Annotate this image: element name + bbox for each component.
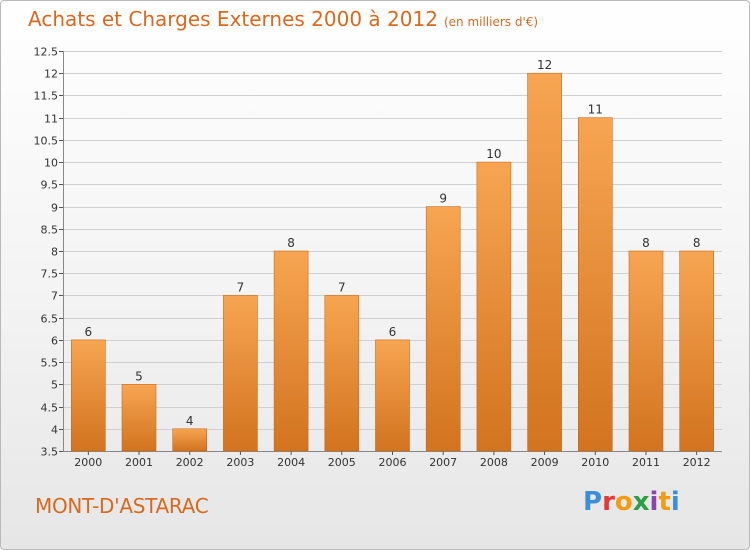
value-label-2009: 12 [537, 58, 552, 72]
value-label-2001: 5 [135, 369, 143, 383]
logo-letter: t [658, 487, 671, 517]
y-tick-label: 11.5 [34, 90, 59, 103]
bar-2011 [628, 250, 664, 452]
value-label-2003: 7 [237, 280, 245, 294]
commune-name: MONT-D'ASTARAC [35, 494, 209, 518]
logo-letter: i [670, 487, 680, 517]
logo-letter: i [649, 487, 659, 517]
y-tick-label: 10 [44, 157, 58, 170]
value-label-2004: 8 [287, 236, 295, 250]
x-tick-label-2000: 2000 [74, 456, 102, 469]
value-label-2002: 4 [186, 414, 194, 428]
y-tick-label: 11 [44, 113, 58, 126]
value-label-2010: 11 [588, 103, 603, 117]
value-label-2005: 7 [338, 280, 346, 294]
y-tick-label: 10.5 [34, 135, 59, 148]
bar-2010 [577, 117, 613, 452]
x-tick-label-2004: 2004 [277, 456, 305, 469]
bar-2004 [273, 250, 309, 452]
axes: 3.5 4 4.5 5 5.5 6 6.5 7 7.5 8 8.5 9 9.5 10 10.5 11 11.5 1… [34, 46, 722, 459]
x-tick-label-2010: 2010 [581, 456, 609, 469]
y-tick-label: 6 [51, 335, 58, 348]
bar-2009 [527, 72, 562, 452]
y-tick-label: 5 [51, 379, 58, 392]
x-tick-label-2012: 2012 [683, 456, 711, 469]
bar-2000 [71, 339, 106, 452]
y-tick-label: 12 [44, 68, 58, 81]
y-tick-label: 7.5 [41, 268, 59, 281]
bar-2007 [425, 206, 461, 452]
x-tick-label-2003: 2003 [226, 456, 254, 469]
x-tick-label-2008: 2008 [480, 456, 508, 469]
y-tick-label: 5.5 [41, 357, 59, 370]
y-tick-label: 8.5 [41, 224, 59, 237]
y-tick-label: 3.5 [41, 446, 59, 459]
logo-letter: P [583, 487, 603, 517]
chart-title-text: Achats et Charges Externes 2000 à 2012 [28, 7, 438, 31]
chart-unit-label: (en milliers d'€) [443, 15, 539, 29]
y-tick-label: 4 [51, 424, 58, 437]
bar-2006 [375, 339, 410, 452]
bar-2002 [172, 428, 207, 452]
bar-2005 [324, 295, 360, 452]
x-tick-label-2009: 2009 [531, 456, 559, 469]
x-tick-label-2002: 2002 [176, 456, 204, 469]
bar-2003 [223, 295, 258, 452]
y-tick-label: 4.5 [41, 402, 59, 415]
labels: 6 2000 5 2001 4 2002 7 2003 8 2004 7 2005 6 2006 9 2007… [74, 58, 710, 469]
bars [71, 72, 715, 452]
value-label-2007: 9 [439, 192, 447, 206]
logo-letter: o [614, 487, 633, 517]
x-tick-label-2011: 2011 [632, 456, 660, 469]
y-tick-label: 9.5 [41, 179, 59, 192]
bar-2012 [679, 250, 715, 452]
x-tick-label-2006: 2006 [379, 456, 407, 469]
value-label-2008: 10 [486, 147, 501, 161]
y-tick-label: 6.5 [41, 313, 59, 326]
y-tick-label: 7 [51, 290, 58, 303]
chart-title: Achats et Charges Externes 2000 à 2012 (e… [28, 7, 538, 31]
value-label-2000: 6 [84, 325, 92, 339]
logo-letter: x [632, 487, 650, 517]
value-label-2012: 8 [693, 236, 701, 250]
x-tick-label-2001: 2001 [125, 456, 153, 469]
bar-2008 [476, 161, 512, 452]
proxiti-logo[interactable]: Proxiti [583, 487, 680, 517]
value-label-2011: 8 [642, 236, 650, 250]
y-tick-label: 8 [51, 246, 58, 259]
y-tick-label: 9 [51, 202, 58, 215]
x-tick-label-2005: 2005 [328, 456, 356, 469]
y-tick-label: 12.5 [34, 46, 59, 59]
bar-2001 [121, 383, 157, 452]
x-tick-label-2007: 2007 [429, 456, 457, 469]
logo-letter: r [602, 487, 615, 517]
value-label-2006: 6 [389, 325, 397, 339]
